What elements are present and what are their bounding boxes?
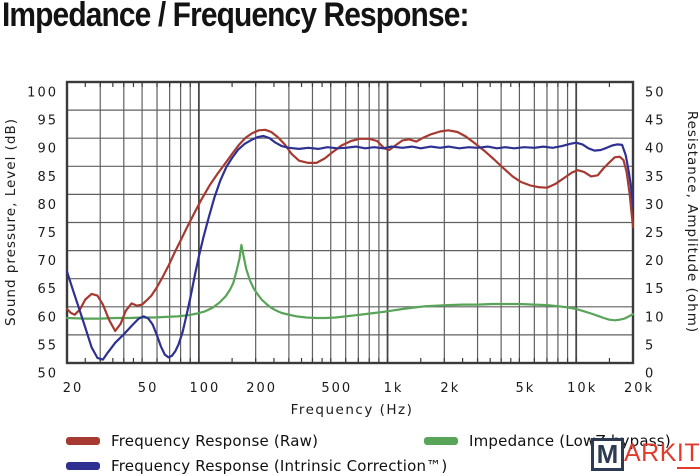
x-tick-label: 50 [138,381,159,396]
x-tick-label: 20 [63,381,84,396]
legend-label: Frequency Response (Raw) [111,432,319,450]
x-tick-label: 5k [516,381,536,396]
y-right-tick-label: 20 [645,254,666,269]
y-right-axis-title: Resistance, Amplitude (ohm) [684,111,700,333]
y-left-tick-label: 80 [37,198,58,213]
x-tick-label: 2k [440,381,460,396]
x-tick-label: 20k [624,381,654,396]
y-left-tick-label: 95 [37,114,58,129]
watermark-it: IT [676,439,700,469]
markit-watermark: M ARKIT [591,438,700,471]
watermark-ark: ARK [624,439,677,467]
series-curve-raw [65,128,635,333]
y-right-tick-label: 5 [645,338,655,353]
impedance-swatch [424,437,458,445]
y-left-tick-label: 100 [27,86,58,101]
series-curve-corrected [65,134,635,361]
y-left-tick-label: 85 [37,170,58,185]
page-title: Impedance / Frequency Response: [2,0,469,34]
corrected-response-swatch [66,462,100,470]
y-left-tick-label: 65 [37,282,58,297]
x-tick-label: 500 [321,381,352,396]
y-right-tick-label: 0 [645,367,655,382]
y-right-tick-label: 35 [645,170,666,185]
y-right-tick-label: 45 [645,114,666,129]
series-curve-impedance [65,243,635,322]
x-tick-label: 100 [189,381,220,396]
watermark-text: ARKIT [624,438,700,469]
y-right-tick-label: 40 [645,142,666,157]
y-right-tick-label: 50 [645,86,666,101]
y-left-tick-label: 55 [37,338,58,353]
raw-response-swatch [66,437,100,445]
legend-label: Frequency Response (Intrinsic Correction… [111,457,448,475]
legend-item-frequency-response-corrected: Frequency Response (Intrinsic Correction… [66,457,447,475]
legend-item-frequency-response-raw: Frequency Response (Raw) [66,432,318,450]
y-left-tick-label: 90 [37,142,58,157]
x-tick-label: 200 [246,381,277,396]
x-tick-label: 1k [384,381,404,396]
y-left-tick-label: 50 [37,367,58,382]
y-right-tick-label: 25 [645,226,666,241]
x-tick-label: 10k [567,381,597,396]
y-right-tick-label: 10 [645,310,666,325]
y-left-tick-label: 60 [37,310,58,325]
y-left-axis-title: Sound pressure, Level (dB) [3,118,19,326]
watermark-m-box: M [591,438,624,471]
y-left-tick-label: 70 [37,254,58,269]
x-axis-title: Frequency (Hz) [291,402,414,418]
y-left-tick-label: 75 [37,226,58,241]
y-right-tick-label: 15 [645,282,666,297]
y-right-tick-label: 30 [645,198,666,213]
